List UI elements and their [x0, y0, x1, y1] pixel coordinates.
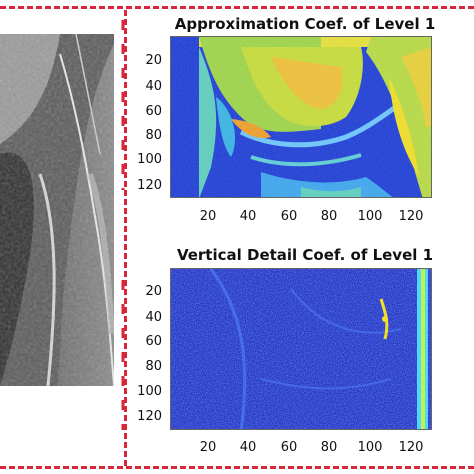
mri-grayscale-image: [0, 33, 115, 387]
vertical-xtick: 60: [280, 440, 298, 455]
approx-xtick: 60: [280, 209, 298, 224]
approx-xtick: 80: [320, 209, 338, 224]
vertical-ytick: 20: [145, 284, 162, 299]
vertical-ytick: 100: [137, 384, 162, 399]
center-dashed-divider: [124, 10, 127, 466]
vertical-detail-coef-image: [170, 268, 432, 430]
vertical-ytick: 80: [145, 359, 162, 374]
vertical-xtick: 120: [398, 440, 424, 455]
vertical-panel-title: Vertical Detail Coef. of Level 1: [176, 246, 434, 264]
approx-ytick: 40: [145, 79, 162, 94]
vertical-xtick: 80: [320, 440, 338, 455]
approx-ytick: 60: [145, 104, 162, 119]
approx-xtick: 120: [398, 209, 424, 224]
approx-xtick: 20: [199, 209, 217, 224]
approx-ytick: 120: [137, 178, 162, 193]
approx-coef-image: [170, 36, 432, 198]
approx-panel-title: Approximation Coef. of Level 1: [174, 15, 436, 33]
dashed-tick-column: [118, 20, 128, 190]
vertical-ytick: 60: [145, 334, 162, 349]
approx-ytick: 20: [145, 53, 162, 68]
dashed-tick-column-lower: [118, 280, 128, 430]
vertical-xtick: 20: [199, 440, 217, 455]
approx-xtick: 100: [357, 209, 383, 224]
bottom-dashed-border: [0, 466, 474, 469]
approx-ytick: 80: [145, 128, 162, 143]
vertical-ytick: 120: [137, 409, 162, 424]
vertical-ytick: 40: [145, 310, 162, 325]
approx-xtick: 40: [239, 209, 257, 224]
top-dashed-border: [0, 6, 474, 9]
vertical-xtick: 40: [239, 440, 257, 455]
approx-ytick: 100: [137, 152, 162, 167]
vertical-xtick: 100: [357, 440, 383, 455]
